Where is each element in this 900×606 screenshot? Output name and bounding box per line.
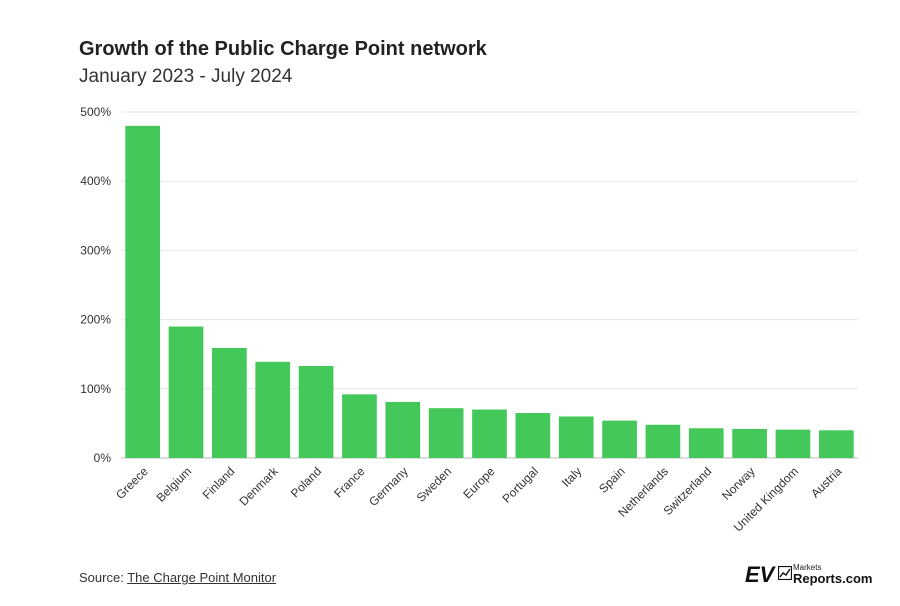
bar xyxy=(472,409,507,458)
x-tick-label: Portugal xyxy=(499,464,541,506)
x-tick-label: Norway xyxy=(719,464,758,503)
x-tick-label: Europe xyxy=(460,464,497,501)
x-tick-label: Italy xyxy=(559,464,584,489)
x-tick-label: Spain xyxy=(596,464,628,496)
source-link[interactable]: The Charge Point Monitor xyxy=(127,570,277,585)
logo-reports-text: Reports.com xyxy=(793,571,873,586)
bar xyxy=(212,347,247,458)
bar xyxy=(732,428,767,458)
y-tick-label: 0% xyxy=(94,451,112,465)
bar xyxy=(342,394,377,458)
x-tick-label: Poland xyxy=(288,464,324,500)
bar xyxy=(428,408,464,458)
x-tick-label: Denmark xyxy=(237,464,282,509)
bar xyxy=(168,326,204,458)
logo-ev-text: EV xyxy=(745,562,775,587)
bar xyxy=(602,420,637,458)
bar xyxy=(558,416,594,458)
bar xyxy=(688,428,724,458)
bar-chart: 0% 100% 200% 300% 400% 500% Greece Belgium Finla… xyxy=(80,105,858,535)
x-tick-label: Greece xyxy=(113,464,151,502)
y-tick-label: 300% xyxy=(80,243,111,257)
bar xyxy=(818,430,854,458)
bar xyxy=(385,401,421,458)
x-tick-label: Belgium xyxy=(154,464,195,505)
ev-markets-reports-logo: EV Markets Reports.com xyxy=(745,562,875,590)
chart-title: Growth of the Public Charge Point networ… xyxy=(79,38,487,60)
y-tick-label: 200% xyxy=(80,313,111,327)
bar xyxy=(645,424,681,458)
x-tick-label: Germany xyxy=(366,464,411,509)
bar xyxy=(125,125,161,458)
bar xyxy=(255,361,291,458)
bar xyxy=(775,429,811,458)
y-tick-label: 100% xyxy=(80,382,111,396)
source-prefix: Source: xyxy=(79,570,128,585)
x-tick-label: France xyxy=(331,464,368,501)
x-tick-label: Sweden xyxy=(414,464,455,505)
logo-markets-text: Markets xyxy=(793,563,822,572)
bar xyxy=(515,413,551,458)
x-tick-label: Finland xyxy=(200,464,238,502)
x-tick-label: Austria xyxy=(808,464,845,501)
y-tick-label: 400% xyxy=(80,174,111,188)
source-note: Source: The Charge Point Monitor xyxy=(79,570,276,585)
chart-subtitle: January 2023 - July 2024 xyxy=(79,66,293,87)
bar xyxy=(298,365,334,458)
y-tick-label: 500% xyxy=(80,105,111,119)
chart-trend-icon xyxy=(778,566,792,580)
